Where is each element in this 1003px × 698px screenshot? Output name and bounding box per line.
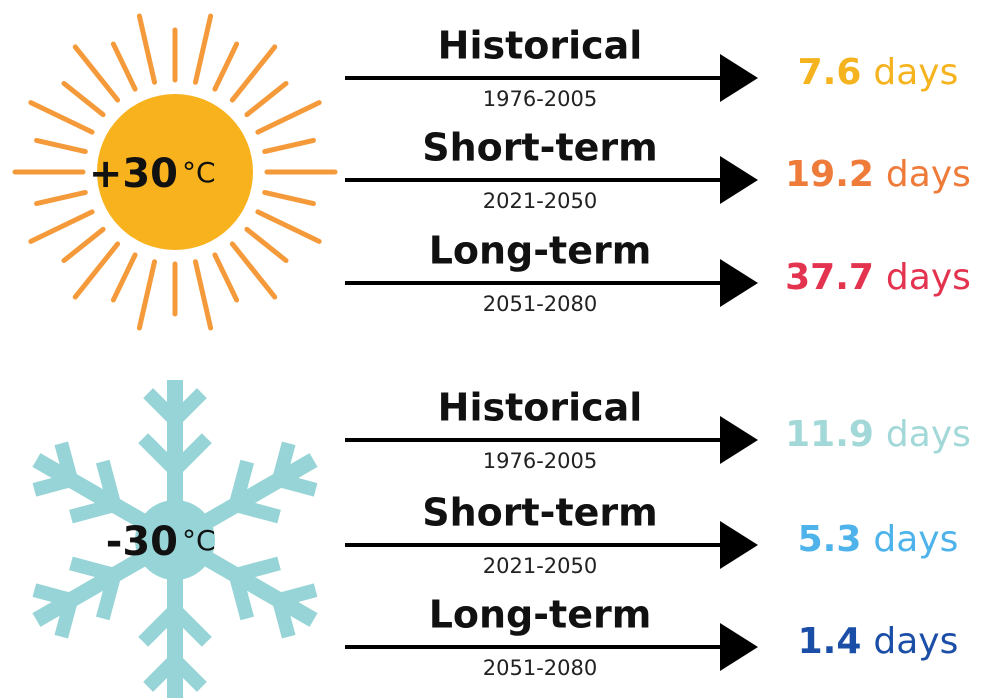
snow-branch — [228, 459, 255, 507]
snow-branch — [138, 605, 180, 647]
arrow-head — [720, 259, 758, 307]
result: 1.4 days — [798, 621, 959, 662]
years: 2051-2080 — [483, 656, 597, 680]
unit: days — [873, 519, 958, 560]
snow-branch — [170, 605, 212, 647]
snow-branch — [143, 388, 180, 425]
result: 19.2 days — [785, 154, 971, 195]
rows: Historical 1976-2005 7.6 days Short-term 2021… — [345, 24, 971, 680]
sun-ray — [61, 226, 106, 264]
snow-branch — [32, 583, 73, 607]
period: Short-term — [422, 126, 657, 170]
period: Long-term — [429, 593, 652, 637]
snow-branch — [32, 473, 73, 497]
arrow-head — [720, 156, 758, 204]
sun-ray — [61, 80, 106, 118]
snow-branch — [170, 655, 207, 692]
sun-ray — [136, 13, 158, 85]
snow-branch — [277, 473, 318, 497]
years: 2051-2080 — [483, 292, 597, 316]
unit: days — [886, 414, 971, 455]
value: 1.4 — [798, 621, 862, 662]
years: 2021-2050 — [483, 554, 597, 578]
sun-ray — [229, 44, 278, 103]
snow-branch — [69, 498, 117, 524]
value: 5.3 — [798, 519, 862, 560]
sun-ray — [34, 189, 88, 207]
snow-branch — [54, 441, 78, 482]
unit: days — [873, 621, 958, 662]
value: 11.9 — [785, 414, 874, 455]
period: Short-term — [422, 491, 657, 535]
value: 7.6 — [798, 52, 862, 93]
snow-center — [135, 500, 215, 580]
years: 1976-2005 — [483, 449, 597, 473]
sun-ray — [244, 80, 289, 118]
result: 7.6 days — [798, 52, 959, 93]
arrow-head — [720, 521, 758, 569]
arrow-head — [720, 416, 758, 464]
period: Long-term — [429, 229, 652, 273]
icon-label: +30 — [89, 151, 178, 197]
value: 37.7 — [785, 257, 874, 298]
snow-branch — [228, 573, 255, 621]
snow-branch — [170, 433, 212, 475]
sun-ray — [72, 44, 121, 103]
unit: days — [873, 52, 958, 93]
snow-branch — [54, 598, 78, 639]
result: 5.3 days — [798, 519, 959, 560]
sun-ray — [262, 137, 316, 155]
sun-ray — [262, 189, 316, 207]
value: 19.2 — [785, 154, 874, 195]
icon-unit: °C — [182, 156, 216, 189]
sun — [97, 94, 253, 250]
snow-branch — [233, 556, 281, 582]
sun-ray — [255, 209, 322, 244]
snow-branch — [95, 459, 122, 507]
years: 2021-2050 — [483, 189, 597, 213]
snow-branch — [95, 573, 122, 621]
result: 11.9 days — [785, 414, 971, 455]
snow-branch — [138, 433, 180, 475]
sun-ray — [136, 259, 158, 331]
snow-branch — [277, 583, 318, 607]
unit: days — [886, 154, 971, 195]
sun-ray — [192, 13, 214, 85]
years: 1976-2005 — [483, 87, 597, 111]
sun-ray — [28, 100, 95, 135]
snow-branch — [69, 556, 117, 582]
snow-branch — [233, 498, 281, 524]
sun-ray — [212, 41, 240, 92]
snow-branch — [272, 598, 296, 639]
arrow-head — [720, 623, 758, 671]
sun-ray — [34, 137, 88, 155]
sun-ray — [229, 241, 278, 300]
arrow-head — [720, 54, 758, 102]
sun-ray — [244, 226, 289, 264]
result: 37.7 days — [785, 257, 971, 298]
sun-ray — [28, 209, 95, 244]
sun-ray — [110, 41, 138, 92]
period: Historical — [438, 386, 643, 430]
unit: days — [886, 257, 971, 298]
sun-ray — [255, 100, 322, 135]
snow-branch — [170, 388, 207, 425]
sun-ray — [212, 252, 240, 303]
snow-branch — [143, 655, 180, 692]
period: Historical — [438, 24, 643, 68]
icon-unit: °C — [182, 524, 216, 557]
sun-ray — [192, 259, 214, 331]
sun-ray — [72, 241, 121, 300]
sun-ray — [110, 252, 138, 303]
icon-label: -30 — [106, 519, 178, 565]
icons: +30 °C-30 °C — [12, 13, 338, 698]
